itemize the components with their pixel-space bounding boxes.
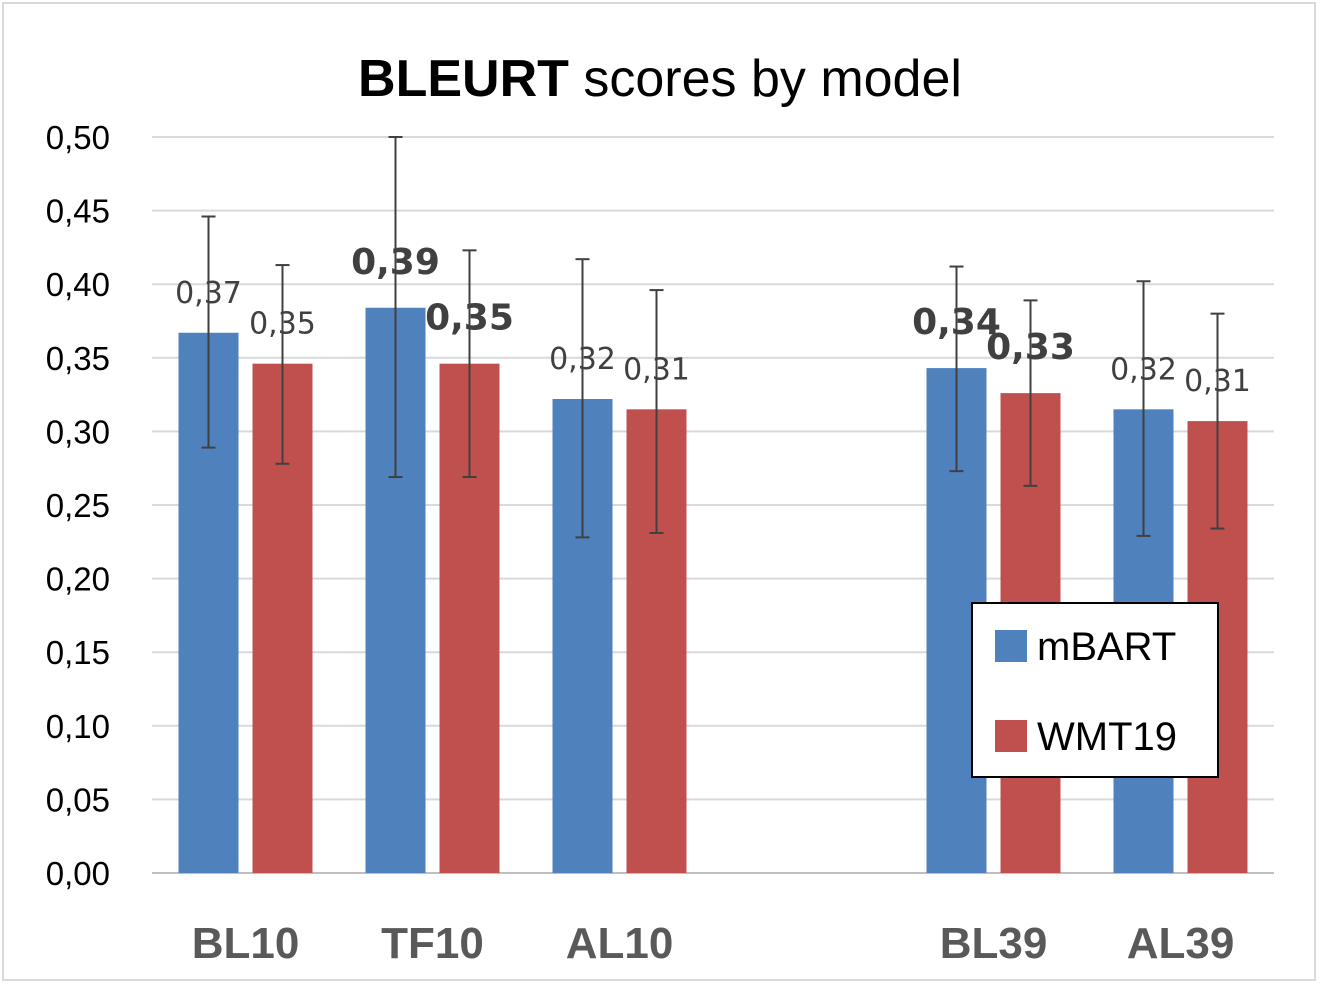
legend: mBART WMT19	[971, 602, 1219, 778]
y-tick-label: 0,20	[46, 561, 110, 598]
data-labels: 0,370,350,390,350,32 0,310,340,330,32 0,31	[175, 242, 1251, 399]
chart-title: BLEURT scores by model	[358, 50, 962, 108]
y-axis: 0,00 0,05 0,10 0,15 0,20 0,25 0,30 0,35 0,40 0,45…	[46, 119, 110, 892]
y-tick-label: 0,40	[46, 266, 110, 303]
data-label: 0,34	[912, 302, 1001, 343]
x-tick-label: BL39	[940, 919, 1048, 968]
legend-swatch-wmt19	[995, 720, 1027, 752]
x-tick-label: BL10	[192, 919, 300, 968]
x-tick-label: AL39	[1127, 919, 1235, 968]
data-label: 0,32	[549, 342, 616, 377]
y-tick-label: 0,50	[46, 119, 110, 156]
x-tick-label: AL10	[566, 919, 674, 968]
chart-title-rest: scores by model	[569, 50, 962, 108]
data-label: 0,39	[351, 242, 440, 283]
y-tick-label: 0,00	[46, 855, 110, 892]
y-tick-label: 0,10	[46, 708, 110, 745]
data-label: 0,31	[1184, 364, 1251, 399]
data-label: 0,35	[425, 298, 514, 339]
bars	[178, 307, 1248, 873]
y-tick-label: 0,30	[46, 413, 110, 450]
y-tick-label: 0,05	[46, 781, 110, 818]
y-tick-label: 0,35	[46, 340, 110, 377]
legend-swatch-mbart	[995, 630, 1027, 662]
x-tick-label: TF10	[381, 919, 484, 968]
legend-label-wmt19: WMT19	[1037, 715, 1177, 759]
data-label: 0,32	[1110, 352, 1177, 387]
error-bars	[201, 136, 1225, 539]
chart-title-bold: BLEURT	[358, 50, 569, 108]
y-tick-label: 0,45	[46, 193, 110, 230]
data-label: 0,33	[986, 327, 1075, 368]
gridlines	[152, 136, 1274, 874]
x-axis: BL10 TF10 AL10 BL39 AL39	[192, 919, 1235, 968]
y-tick-label: 0,25	[46, 487, 110, 524]
legend-label-mbart: mBART	[1037, 625, 1176, 669]
data-label: 0,37	[175, 276, 242, 311]
data-label: 0,35	[249, 307, 316, 342]
data-label: 0,31	[623, 352, 690, 387]
y-tick-label: 0,15	[46, 634, 110, 671]
